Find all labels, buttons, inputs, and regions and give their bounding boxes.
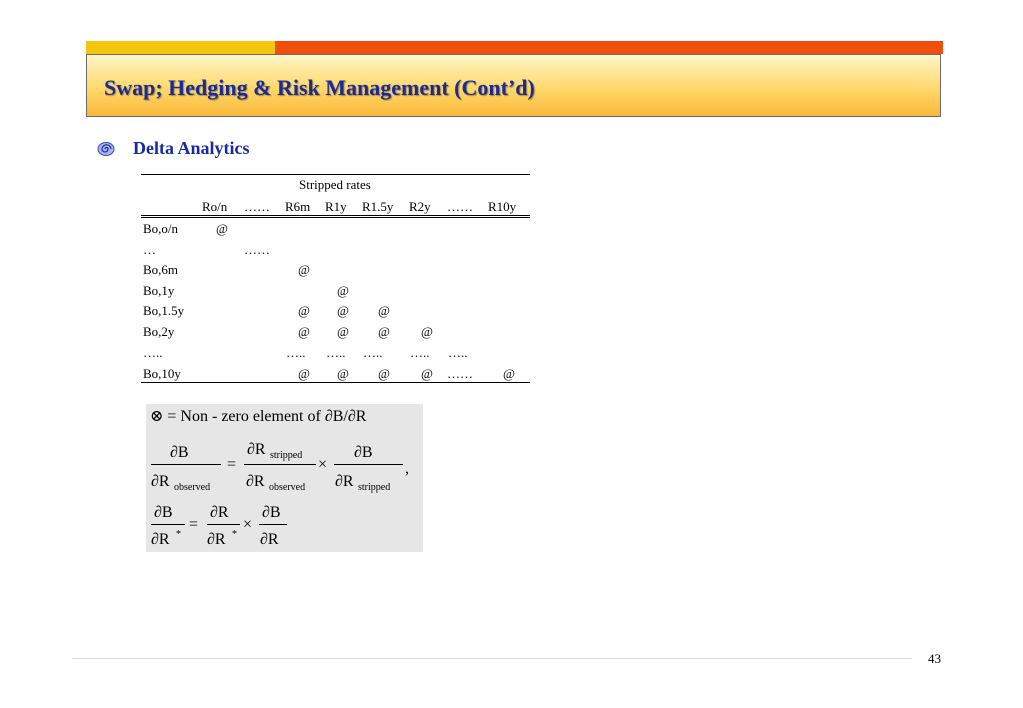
col-header: R10y	[488, 199, 517, 214]
formula-numerator: ∂B	[354, 444, 373, 461]
col-header: R6m	[285, 199, 311, 214]
table-bottom-rule	[141, 382, 530, 383]
row-label: Bo,o/n	[143, 221, 179, 236]
comma: ,	[405, 460, 409, 477]
equals-sign: =	[227, 456, 237, 473]
formula-numerator: ∂B	[262, 504, 281, 521]
table-cell: @	[216, 221, 228, 236]
header-bar-yellow	[86, 41, 275, 54]
col-header: R1y	[325, 199, 347, 214]
col-header: ……	[244, 199, 270, 214]
equals-sign: =	[189, 516, 199, 533]
fraction-bar	[151, 524, 185, 525]
formula-numerator: ∂R	[247, 441, 266, 458]
row-label: Bo,2y	[143, 324, 175, 339]
times-sign: ×	[243, 516, 253, 533]
formula-denominator: ∂R	[246, 473, 265, 490]
row-label: …	[143, 242, 156, 257]
formula-denominator: ∂R	[207, 531, 226, 548]
row-label: Bo,1.5y	[143, 303, 185, 318]
formula-subscript: observed	[174, 482, 211, 493]
footer-divider	[72, 658, 912, 659]
table-cell: @	[421, 366, 433, 381]
table-top-rule	[141, 174, 530, 175]
formula-definition: ⊗ = Non - zero element of ∂B/∂R	[150, 408, 367, 425]
formula-denominator: ∂R	[335, 473, 354, 490]
formula-box: ⊗ = Non - zero element of ∂B/∂R ∂B ∂R ob…	[146, 404, 423, 552]
table-cell: @	[337, 366, 349, 381]
title-banner: Swap; Hedging & Risk Management (Cont’d)	[86, 54, 941, 117]
formula-denominator: ∂R	[151, 473, 170, 490]
header-bar-orange	[275, 41, 943, 54]
formula-subscript: observed	[269, 482, 306, 493]
table-cell: @	[298, 262, 310, 277]
formula-numerator: ∂R	[210, 504, 229, 521]
table-cell: @	[421, 324, 433, 339]
formula-denominator: ∂R	[151, 531, 170, 548]
table-header-rule	[141, 215, 530, 216]
col-header: ……	[447, 199, 473, 214]
table-cell: @	[337, 303, 349, 318]
table-cell: @	[503, 366, 515, 381]
table-cell: @	[378, 303, 390, 318]
formula-numerator: ∂B	[154, 504, 173, 521]
formula-superscript: *	[232, 529, 237, 540]
fraction-bar	[244, 464, 316, 465]
table-cell: ……	[244, 242, 270, 257]
col-header: R1.5y	[362, 199, 394, 214]
table-cell: @	[298, 303, 310, 318]
formula-denominator: ∂R	[260, 531, 279, 548]
section-heading: Delta Analytics	[133, 138, 250, 158]
swirl-bullet-icon	[97, 142, 115, 156]
times-sign: ×	[318, 456, 328, 473]
table-cell: …..	[448, 345, 468, 360]
page-number: 43	[928, 651, 941, 666]
row-label: Bo,1y	[143, 283, 175, 298]
formula-superscript: *	[176, 529, 181, 540]
row-label: Bo,6m	[143, 262, 179, 277]
fraction-bar	[259, 524, 287, 525]
fraction-bar	[334, 464, 403, 465]
formula-numerator: ∂B	[170, 444, 189, 461]
fraction-bar	[151, 464, 221, 465]
table-cell: @	[337, 283, 349, 298]
table-cell: @	[378, 324, 390, 339]
table-cell: @	[298, 366, 310, 381]
formula-subscript: stripped	[358, 482, 391, 493]
row-label: …..	[143, 345, 163, 360]
col-header: Ro/n	[202, 199, 228, 214]
table-cell: …..	[286, 345, 306, 360]
table-header-rule	[141, 217, 530, 218]
table-cell: ……	[447, 366, 473, 381]
row-label: Bo,10y	[143, 366, 181, 381]
table-cell: …..	[326, 345, 346, 360]
table-group-header: Stripped rates	[299, 177, 371, 192]
delta-table: Stripped rates Ro/n …… R6m R1y R1.5y R2y…	[141, 170, 530, 385]
table-cell: …..	[363, 345, 383, 360]
table-cell: @	[378, 366, 390, 381]
slide-title: Swap; Hedging & Risk Management (Cont’d)	[104, 75, 535, 100]
table-cell: @	[337, 324, 349, 339]
fraction-bar	[207, 524, 240, 525]
table-cell: …..	[410, 345, 430, 360]
col-header: R2y	[409, 199, 431, 214]
table-cell: @	[298, 324, 310, 339]
formula-subscript: stripped	[270, 450, 303, 461]
